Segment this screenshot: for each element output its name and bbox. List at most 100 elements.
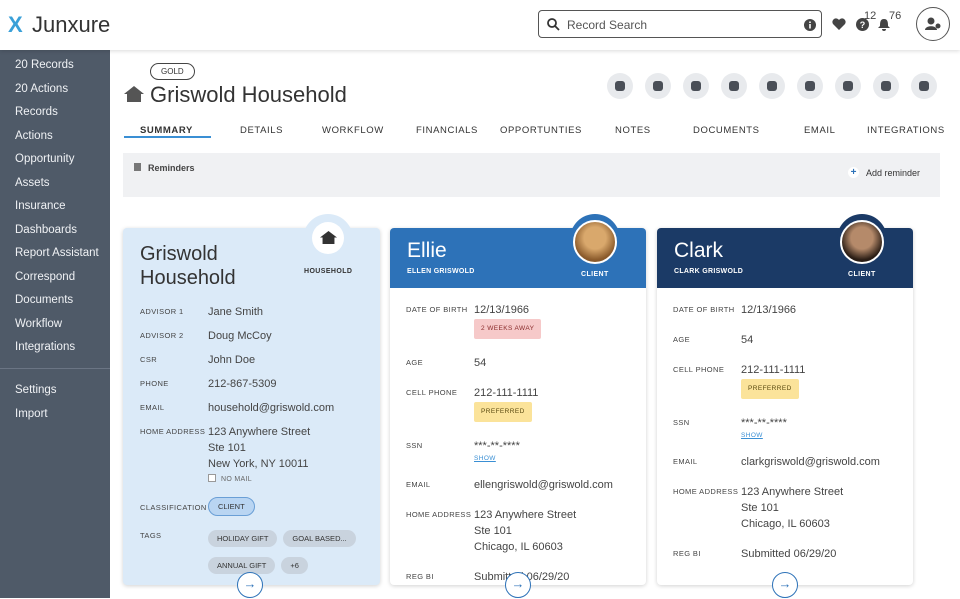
field-row: SSN ***-**-**** SHOW — [406, 438, 641, 463]
tab[interactable]: SUMMARY — [140, 125, 193, 136]
field-row: AGE 54 — [406, 355, 641, 371]
value-text: 212-111-1111 — [474, 387, 539, 399]
nav-item[interactable]: Dashboards — [15, 223, 78, 236]
address-line: Chicago, IL 60603 — [474, 541, 563, 553]
tag[interactable]: HOLIDAY GIFT — [208, 530, 278, 547]
field-value: 123 Anywhere Street Ste 101 New York, NY 1… — [208, 424, 310, 472]
address-line: Ste 101 — [474, 525, 512, 537]
svg-text:?: ? — [860, 20, 866, 30]
field-value: 123 Anywhere Street Ste 101 Chicago, IL 60… — [741, 484, 843, 532]
sidebar: 20 Records 20 Actions Records Actions Opport… — [0, 50, 110, 598]
nav-divider — [0, 368, 110, 369]
action-icon[interactable] — [645, 73, 671, 99]
tags-row: TAGS HOLIDAY GIFT GOAL BASED... ANNUAL GIFT… — [140, 528, 375, 582]
value-text: 54 — [741, 334, 754, 346]
nav-item[interactable]: Correspond — [15, 270, 76, 283]
tab[interactable]: FINANCIALS — [416, 125, 478, 136]
field-value: 12/13/1966 — [741, 302, 796, 318]
value-text: Jane Smith — [208, 306, 264, 318]
tab-underline — [124, 136, 211, 138]
health-icon[interactable] — [832, 18, 846, 31]
action-icon[interactable] — [721, 73, 747, 99]
nav-item[interactable]: Insurance — [15, 200, 66, 212]
add-reminder[interactable]: Add reminder — [866, 168, 921, 178]
field-row: EMAIL household@griswold.com — [140, 400, 375, 416]
field-row: SSN ***-**-**** SHOW — [673, 415, 908, 440]
avatar — [840, 220, 884, 264]
field-value: Jane Smith — [208, 304, 263, 320]
nav-item[interactable]: Import — [15, 407, 48, 420]
value-text: 12/13/1966 — [741, 304, 797, 316]
tab[interactable]: OPPORTUNTIES — [500, 125, 582, 136]
client-role: CLIENT — [848, 271, 876, 278]
no-mail-label: NO MAIL — [221, 476, 252, 483]
field-value: clarkgriswold@griswold.com — [741, 454, 880, 470]
tag[interactable]: GOAL BASED... — [283, 530, 356, 547]
field-label: SSN — [406, 441, 423, 450]
help-icon[interactable]: ? — [856, 18, 869, 31]
action-icon[interactable] — [835, 73, 861, 99]
household-name: Griswold Household — [140, 243, 236, 289]
field-label: PHONE — [140, 379, 169, 388]
user-menu[interactable] — [916, 7, 950, 41]
nav-item[interactable]: Opportunity — [15, 153, 75, 165]
open-button[interactable]: → — [237, 572, 263, 598]
field-label: CSR — [140, 355, 158, 364]
tab[interactable]: DOCUMENTS — [693, 125, 760, 136]
tag[interactable]: +6 — [281, 557, 308, 574]
field-label: REG BI — [673, 549, 701, 558]
field-label: CELL PHONE — [673, 365, 725, 374]
info-icon[interactable] — [804, 19, 816, 31]
tab[interactable]: INTEGRATIONS — [867, 125, 945, 136]
bell-icon[interactable] — [878, 18, 890, 31]
tab[interactable]: DETAILS — [240, 125, 284, 136]
nav-item[interactable]: 20 Actions — [15, 82, 69, 95]
nav-item[interactable]: Report Assistant — [15, 247, 99, 259]
action-icon[interactable] — [683, 73, 709, 99]
add-icon[interactable]: + — [848, 167, 859, 178]
badge: PREFERRED — [741, 379, 799, 399]
show-link[interactable]: SHOW — [741, 432, 763, 439]
classification-row: CLASSIFICATION CLIENT — [140, 497, 375, 516]
field-row: ADVISOR 1 Jane Smith — [140, 304, 375, 320]
field-value: 212-111-1111 PREFERRED — [474, 385, 538, 424]
home-icon — [124, 86, 144, 102]
nav-item[interactable]: Workflow — [15, 317, 63, 330]
field-label: EMAIL — [406, 480, 431, 489]
badge-count: 76 — [889, 10, 902, 22]
field-label: AGE — [673, 335, 691, 344]
tab[interactable]: NOTES — [615, 125, 651, 136]
field-row: HOME ADDRESS 123 Anywhere Street Ste 101 Ne… — [140, 424, 375, 472]
nav-item[interactable]: Assets — [15, 176, 50, 189]
client-card: Clark CLARK GRISWOLD CLIENT DATE OF BIRTH 12… — [657, 214, 913, 598]
nav-item[interactable]: Actions — [15, 129, 53, 142]
value-text: clarkgriswold@griswold.com — [741, 456, 880, 468]
nav-item[interactable]: Records — [15, 106, 58, 118]
show-link[interactable]: SHOW — [474, 455, 496, 462]
nav-item[interactable]: Settings — [15, 384, 57, 396]
action-icon[interactable] — [873, 73, 899, 99]
action-icon[interactable] — [797, 73, 823, 99]
tag[interactable]: ANNUAL GIFT — [208, 557, 276, 574]
badge-count: 12 — [864, 10, 877, 22]
nav-item[interactable]: 20 Records — [15, 59, 74, 71]
field-row: CSR John Doe — [140, 352, 375, 368]
field-label: DATE OF BIRTH — [406, 305, 468, 314]
nav-item[interactable]: Documents — [15, 294, 74, 306]
tab[interactable]: WORKFLOW — [322, 125, 384, 136]
address-line: 123 Anywhere Street — [741, 486, 844, 498]
value-text: ***-**-**** — [741, 417, 787, 429]
value-text: ***-**-**** — [474, 440, 520, 452]
open-button[interactable]: → — [505, 572, 531, 598]
open-button[interactable]: → — [772, 572, 798, 598]
value-text: Submitted 06/29/20 — [741, 548, 837, 560]
checkbox[interactable] — [208, 474, 216, 482]
field-row: EMAIL clarkgriswold@griswold.com — [673, 454, 908, 470]
action-icon[interactable] — [607, 73, 633, 99]
field-row: DATE OF BIRTH 12/13/1966 — [673, 302, 908, 318]
action-icon[interactable] — [759, 73, 785, 99]
nav-item[interactable]: Integrations — [15, 341, 76, 353]
action-icon[interactable] — [911, 73, 937, 99]
search-box[interactable]: Record Search — [538, 10, 822, 38]
tab[interactable]: EMAIL — [804, 125, 836, 136]
